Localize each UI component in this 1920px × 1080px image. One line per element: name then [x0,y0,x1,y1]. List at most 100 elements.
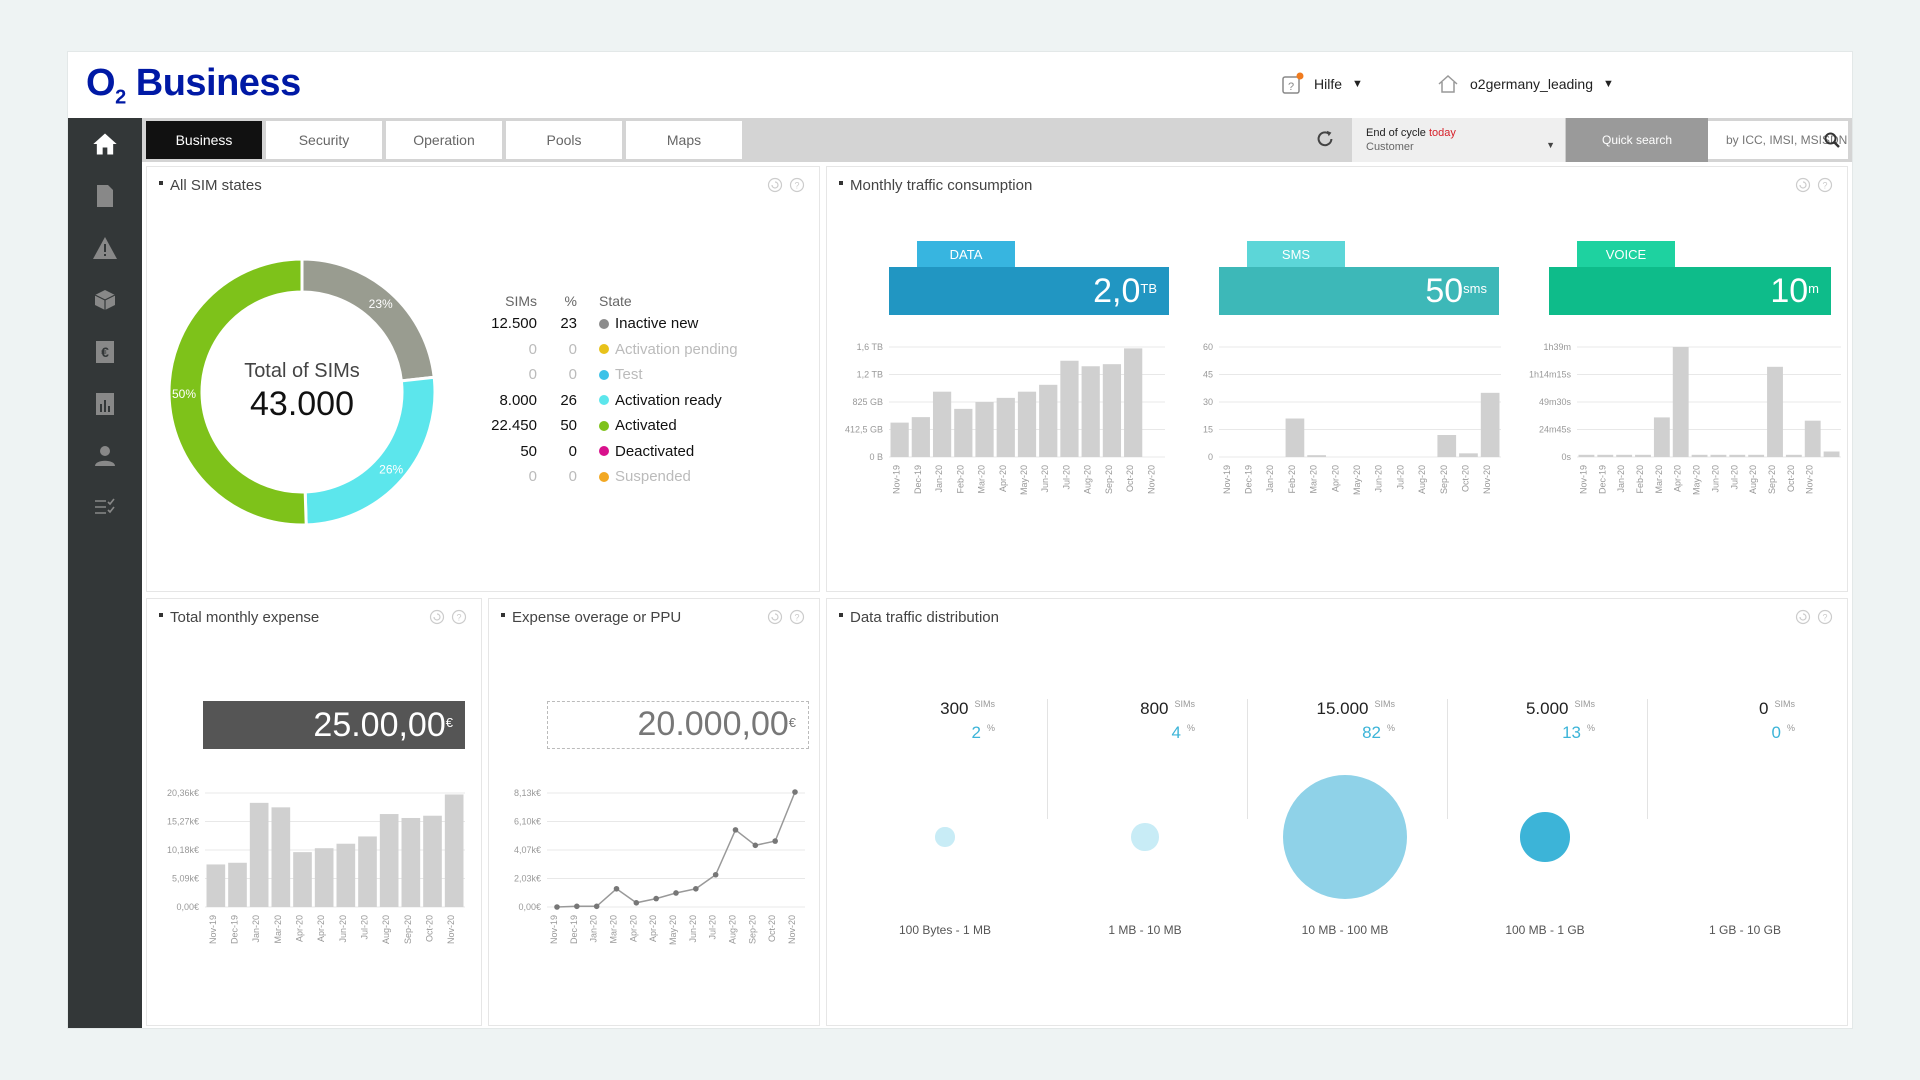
y-tick-label: 5,09k€ [172,874,199,884]
sim-row-count: 12.500 [491,315,537,332]
customer-label: Customer [1366,141,1414,153]
count-unit: SIMs [1174,699,1195,710]
sim-row-count: 22.450 [491,417,537,434]
svg-text:?: ? [794,181,799,191]
bar [1710,454,1727,457]
tab-pools[interactable]: Pools [506,121,622,159]
sidebar-item-users[interactable] [68,430,142,482]
sim-row-count: 0 [528,468,537,485]
data-point [633,899,640,906]
x-tick-label: Sep-20 [403,915,413,944]
app-window: O2 Business ? Hilfe ▼ o2germany_leading … [68,52,1852,1028]
x-tick-label: Dec-19 [569,915,579,944]
state-label: Deactivated [615,442,695,460]
help-icon[interactable]: ? [789,609,805,625]
refresh-icon[interactable] [767,177,783,193]
data-point [673,890,679,896]
help-icon[interactable]: ? [1817,609,1833,625]
sim-row-count: 0 [528,366,537,383]
x-tick-label: Mar-20 [977,465,987,494]
cycle-customer-select[interactable]: End of cycle today Customer ▼ [1352,118,1566,162]
count-value: 5.000 [1525,699,1569,718]
sim-state-legend-item[interactable]: Deactivated [599,443,694,460]
search-input[interactable] [1708,121,1848,159]
tab-operation[interactable]: Operation [386,121,502,159]
y-tick-label: 20,36k€ [167,788,199,798]
bucket-bubble[interactable] [1520,812,1570,862]
sim-state-legend-item[interactable]: Test [599,366,643,383]
sim-state-legend-item[interactable]: Activation ready [599,392,722,409]
y-tick-label: 0,00€ [176,902,199,912]
refresh-icon[interactable] [1314,128,1336,150]
sidebar-item-tasks[interactable] [68,482,142,534]
sidebar-item-products[interactable] [68,274,142,326]
sim-state-legend-item[interactable]: Inactive new [599,315,698,332]
bar [954,408,973,457]
sidebar-item-alerts[interactable] [68,222,142,274]
bar [1597,454,1614,457]
help-menu[interactable]: ? Hilfe ▼ [1280,72,1363,96]
bar [206,864,226,907]
bar [1437,435,1457,457]
data-tag: DATA [917,241,1015,267]
data-point [752,842,759,849]
user-menu[interactable]: o2germany_leading ▼ [1436,72,1614,96]
help-icon[interactable]: ? [789,177,805,193]
refresh-icon[interactable] [429,609,445,625]
x-tick-label: May-20 [1692,465,1702,495]
bar [975,402,994,457]
x-tick-label: Jul-20 [1729,465,1739,490]
y-tick-label: 2,03k€ [514,874,541,884]
x-tick-label: Apr-20 [628,915,638,942]
sms-total: 50sms [1219,267,1499,315]
refresh-icon[interactable] [1795,609,1811,625]
o2-business-logo[interactable]: O2 Business [86,62,301,109]
x-tick-label: Feb-20 [1635,465,1645,494]
tab-business[interactable]: Business [146,121,262,159]
help-icon[interactable]: ? [1817,177,1833,193]
sidebar-item-billing[interactable]: € [68,326,142,378]
x-tick-label: Jun-20 [1040,465,1050,493]
pct-unit: % [1386,723,1395,734]
pct-unit: % [1786,723,1795,734]
bucket-bubble[interactable] [1283,775,1407,899]
col-header-state: State [599,293,632,309]
refresh-icon[interactable] [1795,177,1811,193]
sidebar-item-reports[interactable] [68,378,142,430]
bucket-percentage: 82% [1295,723,1395,743]
tab-security[interactable]: Security [266,121,382,159]
search-icon[interactable] [1824,132,1840,148]
quick-search-button[interactable]: Quick search [1566,118,1716,162]
bucket-percentage: 0% [1695,723,1795,743]
home-outline-icon [1438,74,1458,93]
sim-state-legend-item[interactable]: Activated [599,417,677,434]
tab-maps[interactable]: Maps [626,121,742,159]
donut-center: Total of SIMs 43.000 [167,257,437,527]
sim-state-legend-item[interactable]: Activation pending [599,341,738,358]
box-icon [94,290,116,310]
x-tick-label: Aug-20 [381,915,391,944]
y-tick-label: 825 GB [852,397,883,407]
bar [1102,364,1122,457]
y-tick-label: 30 [1203,397,1213,407]
panel-actions: ? [767,609,805,625]
x-tick-label: Jul-20 [708,915,718,940]
sidebar-item-documents[interactable] [68,170,142,222]
bucket-range-label: 100 MB - 1 GB [1505,923,1585,937]
refresh-icon[interactable] [767,609,783,625]
svg-text:€: € [101,344,109,360]
x-tick-label: Nov-20 [787,915,797,944]
sidebar-item-home[interactable] [68,118,142,170]
bar [271,807,291,907]
help-icon[interactable]: ? [451,609,467,625]
x-tick-label: Dec-19 [1244,465,1254,494]
bucket-bubble[interactable] [935,827,955,847]
bucket-sim-count: 15.000 SIMs [1295,699,1395,719]
bucket-bubble[interactable] [1131,823,1159,851]
count-unit: SIMs [1374,699,1395,710]
euro-icon: € [96,341,114,363]
sim-state-legend-item[interactable]: Suspended [599,468,691,485]
pct-value: 0 [1771,723,1781,742]
bucket-percentage: 13% [1495,723,1595,743]
bar [1748,454,1765,457]
